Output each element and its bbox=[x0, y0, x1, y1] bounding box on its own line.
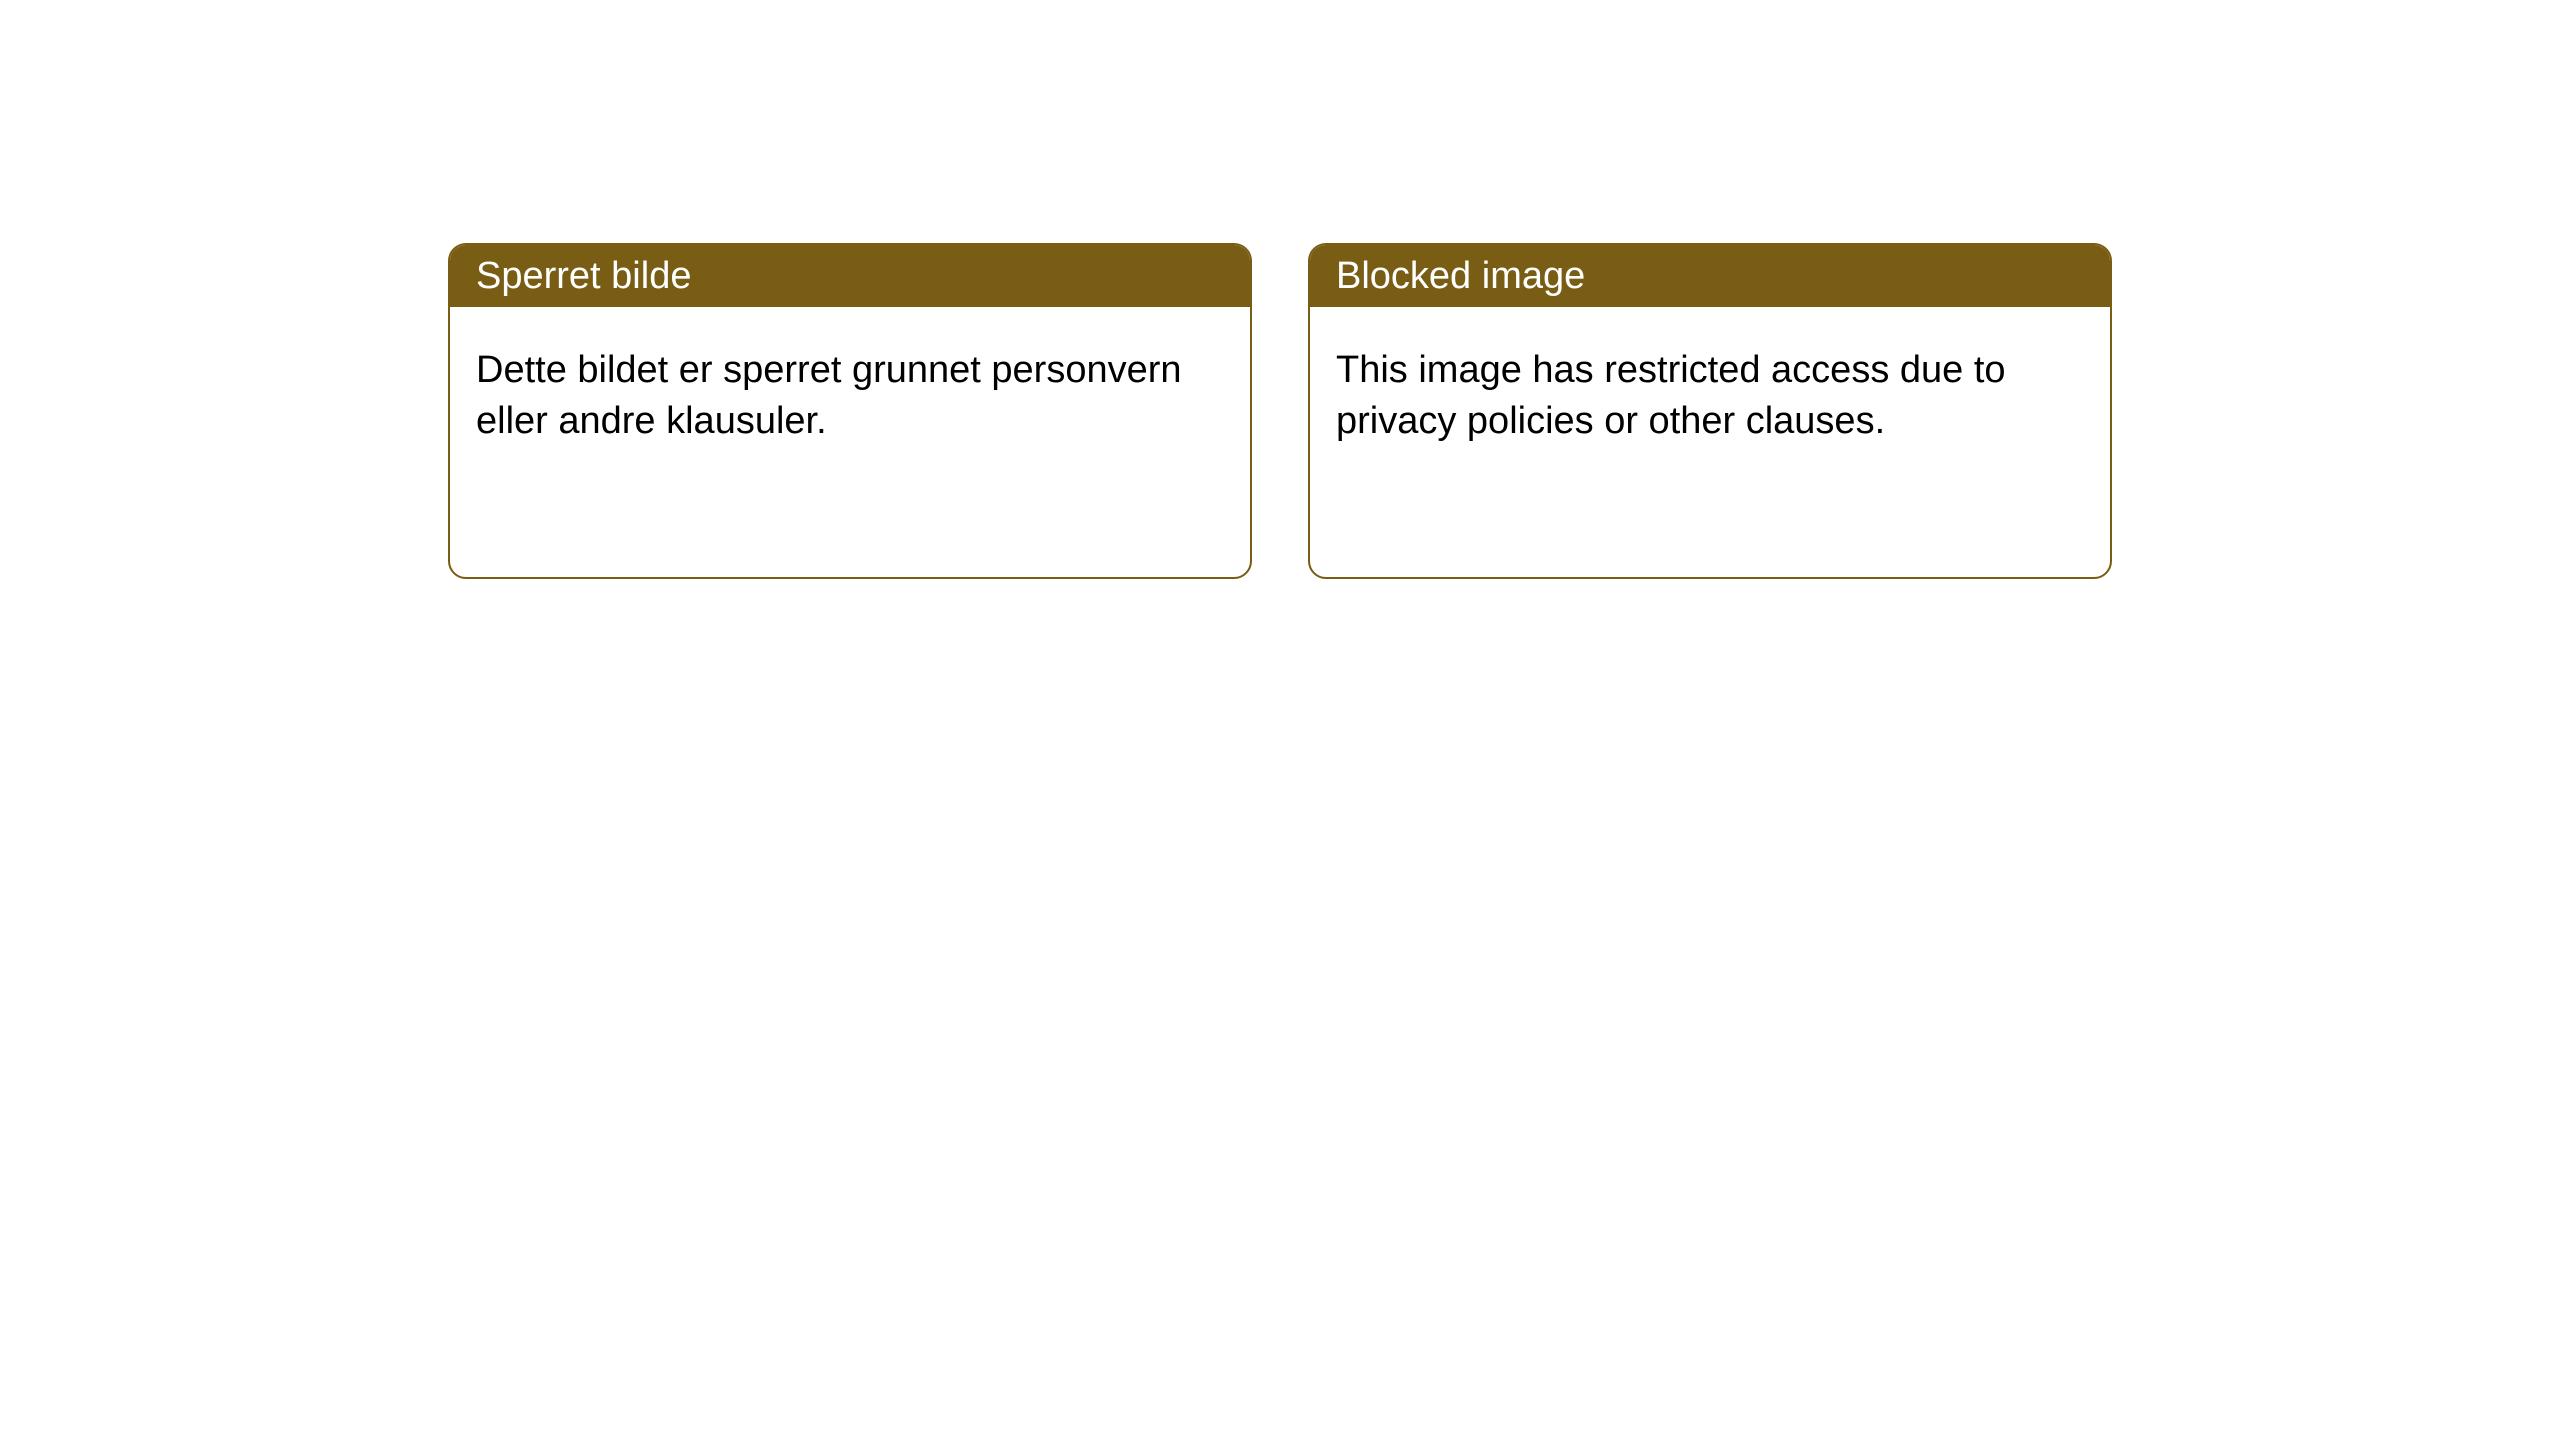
notice-card-no: Sperret bilde Dette bildet er sperret gr… bbox=[448, 243, 1252, 579]
notice-title-no: Sperret bilde bbox=[476, 255, 691, 298]
notice-title-en: Blocked image bbox=[1336, 255, 1585, 298]
notice-container: Sperret bilde Dette bildet er sperret gr… bbox=[448, 243, 2112, 579]
notice-card-en: Blocked image This image has restricted … bbox=[1308, 243, 2112, 579]
notice-header-en: Blocked image bbox=[1310, 245, 2110, 307]
notice-header-no: Sperret bilde bbox=[450, 245, 1250, 307]
notice-body-no: Dette bildet er sperret grunnet personve… bbox=[450, 307, 1250, 486]
notice-text-en: This image has restricted access due to … bbox=[1336, 349, 2006, 442]
notice-body-en: This image has restricted access due to … bbox=[1310, 307, 2110, 486]
notice-text-no: Dette bildet er sperret grunnet personve… bbox=[476, 349, 1182, 442]
